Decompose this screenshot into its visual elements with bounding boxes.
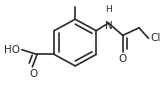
- Text: O: O: [29, 69, 37, 79]
- Text: N: N: [105, 21, 112, 31]
- Text: O: O: [119, 54, 127, 64]
- Text: Cl: Cl: [150, 33, 161, 43]
- Text: H: H: [105, 4, 112, 14]
- Text: HO: HO: [4, 45, 20, 55]
